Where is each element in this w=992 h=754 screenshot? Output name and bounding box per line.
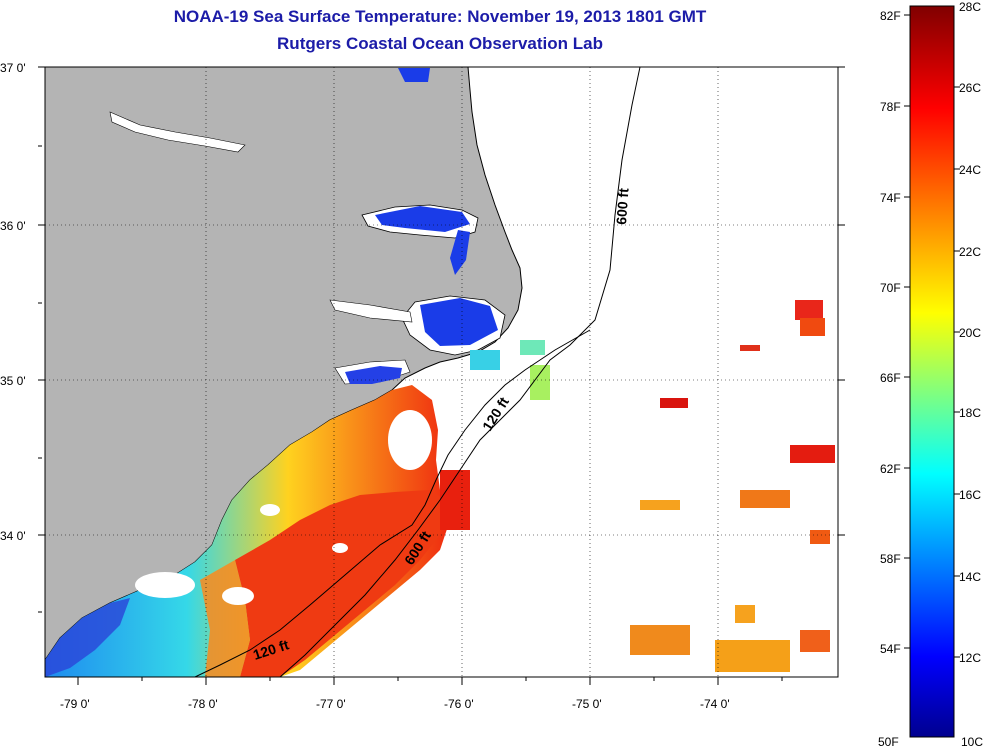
colorbar-f-82: 82F <box>880 9 901 23</box>
contour-600ft <box>279 67 641 677</box>
colorbar-c-22: 22C <box>959 245 981 259</box>
colorbar-f-78: 78F <box>880 100 901 114</box>
cloud-hole-2 <box>222 587 254 605</box>
cloud-hole-5 <box>332 543 348 553</box>
colorbar-c-12: 12C <box>959 651 981 665</box>
colorbar <box>909 5 955 738</box>
lon-label-74: -74 0' <box>700 697 730 711</box>
colorbar-f-50: 50F <box>878 735 899 749</box>
colorbar-c-16: 16C <box>959 488 981 502</box>
sst-nearshore-cold <box>45 598 130 677</box>
map-title: NOAA-19 Sea Surface Temperature: Novembe… <box>173 7 707 26</box>
colorbar-c-26: 26C <box>959 81 981 95</box>
sst-sound-patch-1 <box>375 206 470 232</box>
cloud-hole-3 <box>260 504 280 516</box>
colorbar-f-66: 66F <box>880 371 901 385</box>
map-subtitle: Rutgers Coastal Ocean Observation Lab <box>277 34 603 53</box>
lat-label-35: 35 0' <box>0 374 26 388</box>
longitude-ticks <box>77 677 783 685</box>
lon-label-76: -76 0' <box>444 697 474 711</box>
lat-label-34: 34 0' <box>0 529 26 543</box>
colorbar-c-18: 18C <box>959 406 981 420</box>
latitude-ticks <box>38 66 845 613</box>
sst-sound-patch-4 <box>398 68 430 82</box>
lon-label-77: -77 0' <box>316 697 346 711</box>
colorbar-f-62: 62F <box>880 462 901 476</box>
colorbar-c-20: 20C <box>959 326 981 340</box>
colorbar-f-58: 58F <box>880 552 901 566</box>
cloud-hole-4 <box>388 410 432 470</box>
map-frame <box>44 66 839 678</box>
colorbar-ticks <box>904 14 960 658</box>
lat-label-37: 37 0' <box>0 61 26 75</box>
sst-sound-patch-3 <box>345 366 402 384</box>
lon-label-75: -75 0' <box>572 697 602 711</box>
colorbar-f-74: 74F <box>880 191 901 205</box>
lon-label-79: -79 0' <box>60 697 90 711</box>
sst-sound-patch-2 <box>420 298 498 346</box>
colorbar-c-10: 10C <box>961 735 983 749</box>
colorbar-f-70: 70F <box>880 281 901 295</box>
colorbar-c-28: 28C <box>959 0 981 14</box>
offshore-sst-patches <box>440 300 835 672</box>
sst-sound-patch-5 <box>450 230 470 275</box>
lon-label-78: -78 0' <box>188 697 218 711</box>
graticule <box>45 67 838 677</box>
lake <box>109 111 246 153</box>
colorbar-c-24: 24C <box>959 163 981 177</box>
contour-label-600ft-north: 600 ft <box>613 187 632 225</box>
river-estuary <box>329 299 413 323</box>
colorbar-f-54: 54F <box>880 642 901 656</box>
colorbar-c-14: 14C <box>959 570 981 584</box>
contour-120ft <box>194 329 591 677</box>
lat-label-36: 36 0' <box>0 219 26 233</box>
cloud-hole-1 <box>135 572 195 598</box>
